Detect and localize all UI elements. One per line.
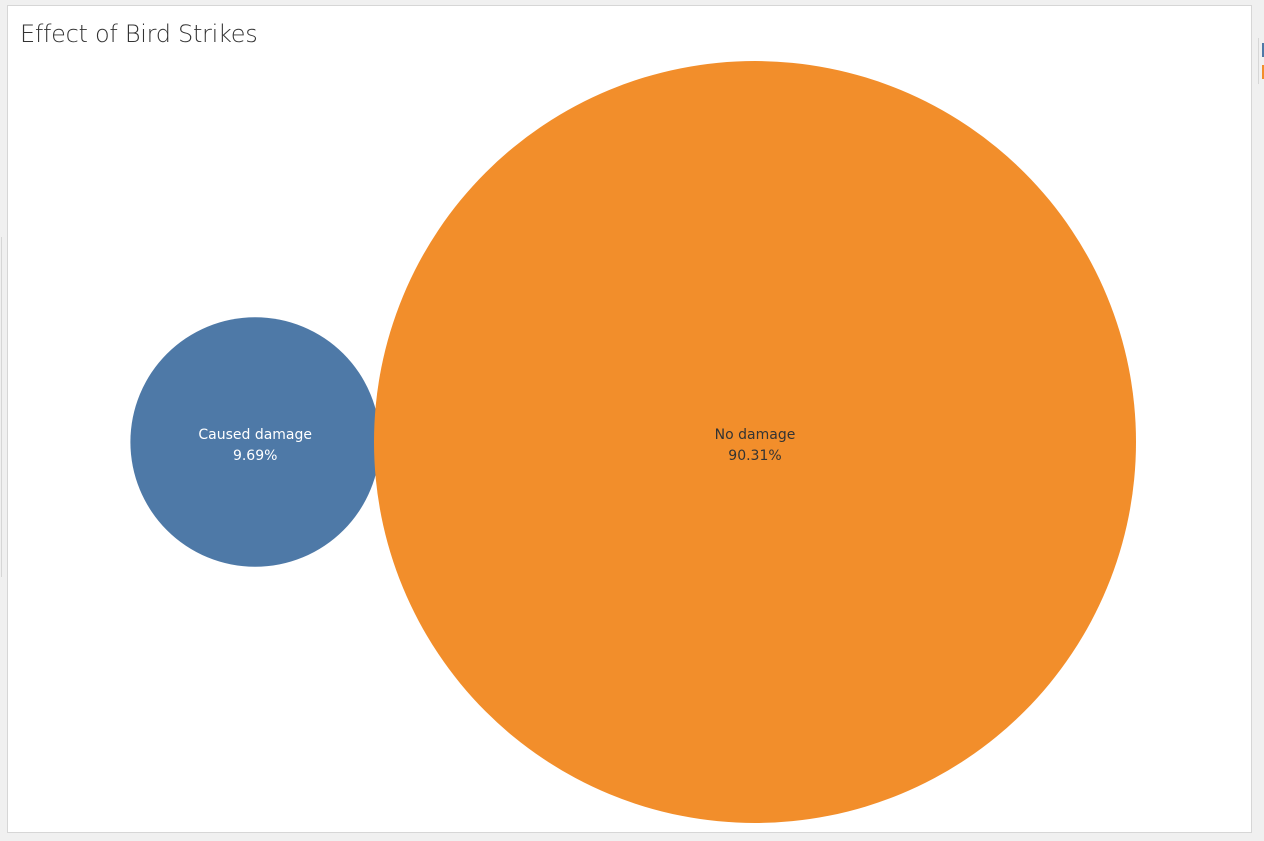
- bubble-label-no-damage: No damage: [715, 427, 796, 443]
- bubble-value-caused-damage: 9.69%: [233, 448, 277, 464]
- bubble-group-no-damage[interactable]: No damage 90.31%: [374, 61, 1136, 823]
- legend-swatch-caused-damage: [1262, 43, 1264, 57]
- bubble-group-caused-damage[interactable]: Caused damage 9.69%: [130, 317, 380, 567]
- legend-partial: [1258, 38, 1264, 84]
- legend-swatch-no-damage: [1262, 65, 1264, 79]
- bubble-value-no-damage: 90.31%: [728, 448, 781, 464]
- bubble-label-caused-damage: Caused damage: [198, 427, 312, 443]
- chart-title: Effect of Bird Strikes: [20, 20, 258, 48]
- bubble-no-damage[interactable]: [374, 61, 1136, 823]
- left-panel-edge: [0, 237, 2, 577]
- bubble-caused-damage[interactable]: [130, 317, 380, 567]
